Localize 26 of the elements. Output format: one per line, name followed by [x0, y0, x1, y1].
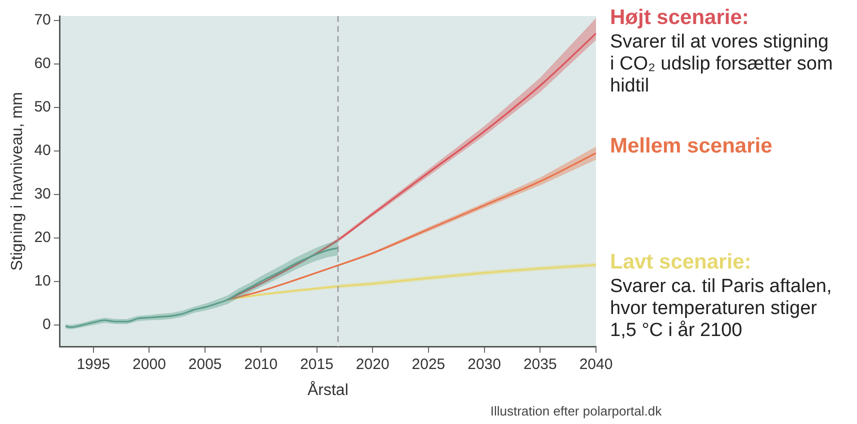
series-label: Mellem scenarie [610, 134, 772, 158]
x-tick-label: 2005 [188, 356, 222, 373]
annotation: Svarer til at vores stigning i CO₂ udslip forsætter som hidtil [610, 31, 833, 96]
x-axis-title: Årstal [307, 380, 348, 399]
x-tick-label: 2040 [579, 356, 613, 373]
series-label: Højt scenarie: [610, 6, 749, 29]
x-tick-label: 2015 [300, 356, 334, 373]
y-tick-label: 50 [34, 98, 51, 116]
y-tick-label: 0 [42, 316, 51, 334]
y-axis-title: Stigning i havniveau, mm [9, 92, 26, 271]
x-tick-label: 2010 [244, 356, 278, 373]
x-tick-label: 2000 [132, 356, 166, 373]
y-tick-label: 20 [34, 229, 51, 246]
x-tick-label: 2030 [468, 356, 501, 373]
y-tick-label: 40 [34, 142, 51, 160]
x-tick-label: 2020 [356, 356, 390, 373]
x-tick-label: 1995 [76, 356, 110, 373]
series-label: Lavt scenarie: [610, 250, 752, 274]
y-tick-label: 70 [34, 11, 51, 28]
x-tick-label: 2025 [412, 356, 446, 373]
x-tick-label: 2035 [523, 356, 557, 373]
annotation: Svarer ca. til Paris aftalen, hvor temperaturen stiger 1,5 °C i år 2100 [610, 276, 832, 342]
y-tick-label: 10 [34, 272, 51, 290]
text: Illustration efter polarportal.dk [490, 404, 662, 419]
y-tick-label: 60 [34, 55, 51, 72]
y-tick-label: 30 [34, 186, 51, 203]
